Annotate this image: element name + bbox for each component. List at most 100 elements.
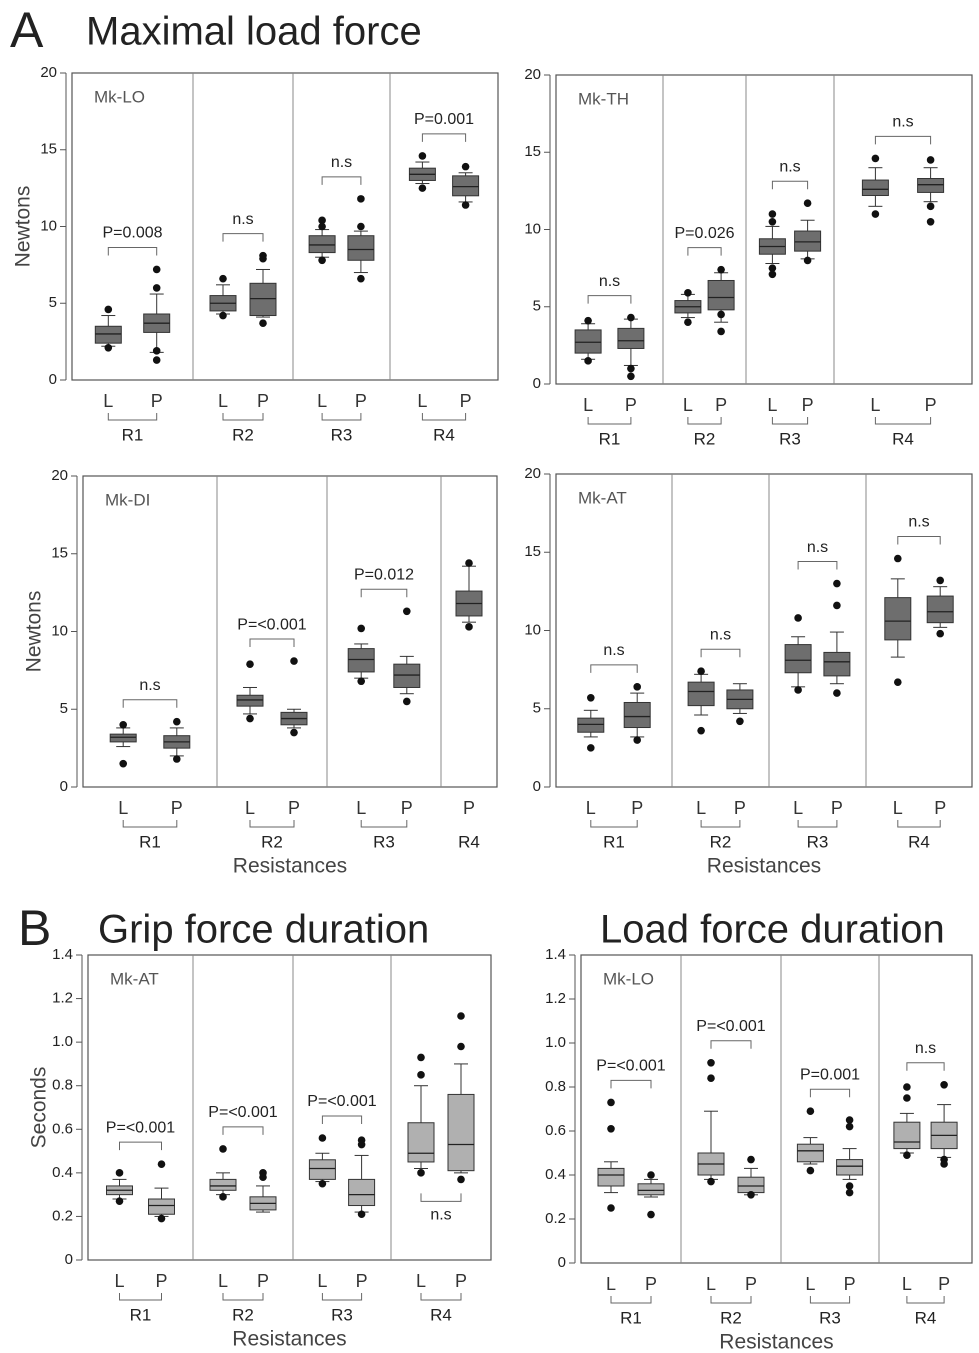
outlier — [845, 1122, 854, 1131]
section-title: Maximal load force — [86, 10, 422, 54]
y-tick-label: 0.8 — [545, 1078, 566, 1095]
y-tick-label: 1.2 — [52, 990, 73, 1007]
outlier — [926, 217, 935, 226]
box — [687, 681, 715, 707]
group-label: R1 — [139, 832, 161, 851]
significance-bracket — [797, 561, 838, 570]
group-label: R4 — [430, 1305, 452, 1324]
outlier — [157, 1160, 166, 1168]
outlier — [357, 624, 366, 633]
group-bracket — [610, 1296, 652, 1304]
outlier — [119, 721, 127, 729]
significance-label: n.s — [915, 1040, 936, 1057]
group-bracket — [710, 1296, 752, 1304]
outlier — [717, 327, 725, 336]
significance-label: P=0.008 — [102, 225, 162, 242]
outlier — [457, 1175, 465, 1184]
outlier — [104, 343, 113, 352]
box — [917, 178, 945, 193]
x-tick-label: L — [218, 1271, 228, 1291]
significance-bracket — [897, 536, 941, 545]
x-tick-label: P — [356, 1271, 368, 1291]
box — [926, 595, 954, 624]
significance-bracket — [420, 1193, 462, 1202]
outlier — [115, 1197, 124, 1205]
box — [209, 1178, 237, 1191]
box — [148, 1198, 175, 1215]
significance-label: P=<0.001 — [237, 616, 307, 633]
y-tick-label: 1.4 — [52, 946, 73, 963]
x-tick-label: P — [802, 395, 814, 415]
outlier — [768, 270, 777, 279]
box — [893, 1121, 921, 1150]
outlier — [104, 305, 113, 314]
x-tick-label: P — [171, 798, 183, 818]
y-tick-label: 15 — [40, 141, 57, 158]
panel-title: Mk-TH — [578, 89, 629, 108]
significance-bracket — [687, 247, 722, 256]
outlier — [633, 736, 641, 744]
group-bracket — [700, 820, 741, 828]
panel-title: Mk-AT — [110, 969, 159, 988]
x-tick-label: L — [317, 391, 327, 411]
x-tick-label: L — [902, 1274, 912, 1294]
box — [308, 1159, 336, 1180]
outlier — [461, 201, 470, 209]
group-label: R3 — [331, 425, 353, 444]
outlier — [357, 274, 365, 283]
group-label: R3 — [819, 1308, 841, 1327]
significance-label: n.s — [892, 114, 913, 131]
y-tick-label: 5 — [533, 700, 541, 717]
significance-label: P=<0.001 — [307, 1093, 377, 1110]
panel-title: Mk-LO — [94, 87, 145, 106]
group-label: R4 — [908, 832, 930, 851]
x-tick-label: P — [155, 1271, 167, 1291]
significance-bracket — [222, 233, 264, 242]
outlier — [318, 216, 326, 225]
group-bracket — [897, 820, 941, 828]
group-bracket — [360, 820, 408, 828]
box — [884, 597, 912, 641]
box — [574, 329, 602, 354]
panel-letter: B — [18, 900, 51, 956]
section-title: Load force duration — [600, 908, 945, 952]
outlier — [318, 222, 326, 231]
y-tick-label: 10 — [51, 622, 68, 639]
outlier — [926, 202, 935, 211]
outlier — [717, 265, 725, 274]
x-tick-label: L — [417, 391, 427, 411]
box — [796, 1143, 824, 1163]
outlier — [684, 289, 692, 297]
x-tick-label: L — [805, 1274, 815, 1294]
outlier — [357, 222, 365, 231]
box — [347, 648, 375, 673]
x-tick-label: P — [151, 391, 163, 411]
outlier — [219, 1193, 227, 1201]
x-tick-label: L — [218, 391, 228, 411]
outlier — [318, 1179, 327, 1188]
group-label: R3 — [807, 832, 829, 851]
significance-label: P=<0.001 — [696, 1018, 766, 1035]
outlier — [768, 217, 777, 226]
box — [94, 325, 122, 344]
significance-bracket — [906, 1062, 945, 1071]
outlier — [845, 1182, 854, 1190]
x-tick-label: P — [288, 798, 300, 818]
x-tick-label: L — [683, 395, 693, 415]
outlier — [357, 1210, 366, 1219]
box — [452, 175, 480, 197]
significance-label: n.s — [599, 273, 620, 290]
y-axis-label: Seconds — [28, 1067, 51, 1149]
outlier — [152, 347, 161, 355]
x-tick-label: P — [734, 798, 746, 818]
x-axis-label: Resistances — [232, 1328, 346, 1351]
outlier — [697, 726, 705, 735]
y-tick-label: 0.6 — [52, 1120, 73, 1137]
box — [637, 1183, 665, 1196]
significance-label: P=0.001 — [800, 1066, 860, 1083]
outlier — [707, 1059, 715, 1067]
x-axis-label: Resistances — [707, 855, 821, 878]
y-axis-label: Newtons — [12, 186, 35, 268]
box — [597, 1167, 625, 1187]
